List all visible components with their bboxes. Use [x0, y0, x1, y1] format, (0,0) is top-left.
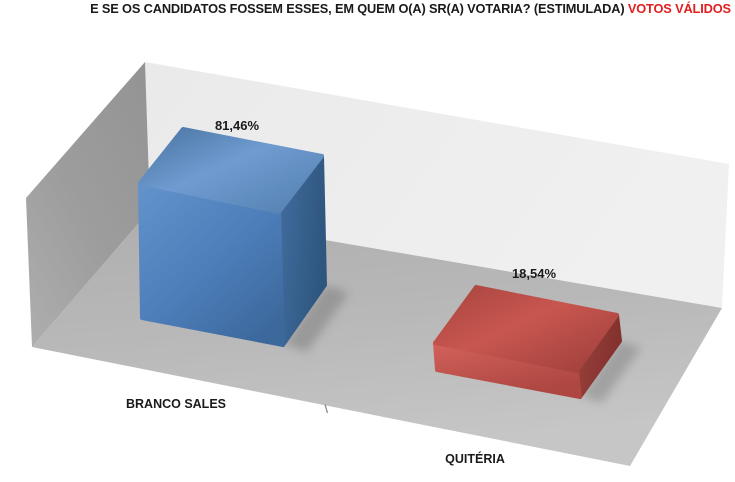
- chart-title-highlight: VOTOS VÁLIDOS: [627, 1, 731, 16]
- bar-branco-sales-top-face: [138, 127, 324, 214]
- data-label-branco-sales: 81,46%: [215, 118, 260, 133]
- bar-branco-sales: [138, 127, 327, 347]
- data-label-quiteria: 18,54%: [512, 266, 557, 281]
- left-wall: [26, 62, 150, 347]
- bar-quiteria-top-face: [433, 285, 619, 373]
- chart-title: E SE OS CANDIDATOS FOSSEM ESSES, EM QUEM…: [88, 1, 733, 17]
- category-label-branco-sales: BRANCO SALES: [126, 397, 226, 411]
- bar-shadow: [581, 341, 641, 403]
- bar-shadow: [284, 285, 349, 352]
- category-axis-tick: [324, 404, 329, 414]
- bar-quiteria: [433, 285, 622, 399]
- category-label-quiteria: QUITÉRIA: [445, 451, 505, 466]
- back-wall: [145, 62, 729, 308]
- chart-title-text: E SE OS CANDIDATOS FOSSEM ESSES, EM QUEM…: [90, 1, 625, 16]
